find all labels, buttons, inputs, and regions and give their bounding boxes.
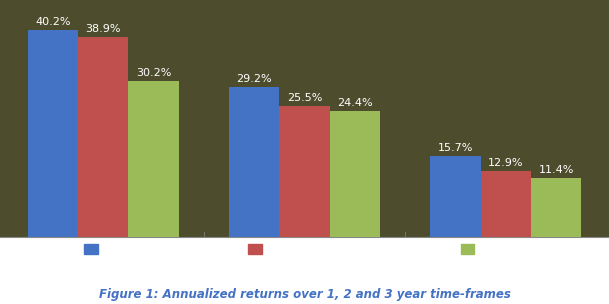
Text: 11.4%: 11.4% [538,165,574,175]
Text: Figure 1: Annualized returns over 1, 2 and 3 year time-frames: Figure 1: Annualized returns over 1, 2 a… [99,288,510,301]
Bar [27,30,78,237]
Bar [128,81,178,237]
Bar [531,178,582,237]
Bar [431,156,481,237]
Text: 29.2%: 29.2% [236,74,272,84]
Bar [481,171,531,237]
Bar [329,111,380,237]
Text: 15.7%: 15.7% [438,143,473,153]
Text: 38.9%: 38.9% [85,23,121,33]
Text: 12.9%: 12.9% [488,157,524,168]
Legend: Kotak Select Focus Fund, Diversified Equity Fund Category, BSE 100: Kotak Select Focus Fund, Diversified Equ… [80,239,529,259]
Text: 25.5%: 25.5% [287,93,322,102]
Bar [280,106,329,237]
Text: 24.4%: 24.4% [337,98,373,108]
Text: 30.2%: 30.2% [136,68,171,78]
Bar [78,36,128,237]
Text: 40.2%: 40.2% [35,17,71,27]
Bar [229,87,280,237]
